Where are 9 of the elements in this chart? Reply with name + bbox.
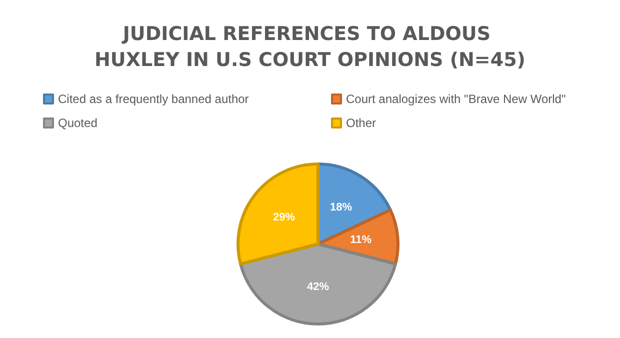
legend-label: Cited as a frequently banned author xyxy=(58,92,249,106)
data-label: 18% xyxy=(330,202,352,214)
legend-label: Court analogizes with "Brave New World" xyxy=(346,92,566,106)
legend-label: Quoted xyxy=(58,116,98,130)
chart-title: JUDICIAL REFERENCES TO ALDOUS HUXLEY IN U.S COURT OPINIONS (N=45) xyxy=(94,23,526,71)
legend-label: Other xyxy=(346,116,376,130)
data-label: 42% xyxy=(306,281,330,293)
data-label: 29% xyxy=(273,212,296,224)
data-label: 11% xyxy=(350,234,372,246)
